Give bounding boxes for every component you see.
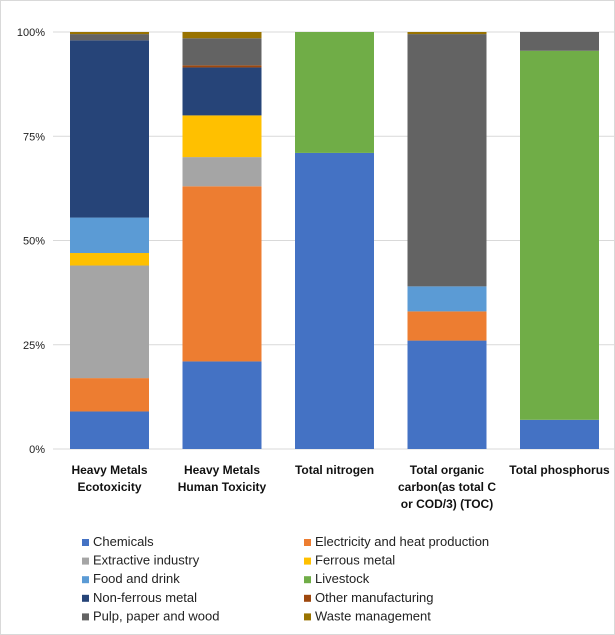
x-category-label: Total organic bbox=[410, 463, 485, 477]
legend-swatch bbox=[82, 557, 89, 565]
x-category-label: Ecotoxicity bbox=[77, 480, 141, 494]
legend-swatch bbox=[82, 576, 89, 584]
bar-segment bbox=[70, 40, 149, 218]
bar-segment bbox=[70, 265, 149, 379]
bar-segment bbox=[70, 217, 149, 254]
legend-label: Non-ferrous metal bbox=[93, 590, 197, 605]
x-category-label: Total phosphorus bbox=[509, 463, 610, 477]
y-tick-label: 75% bbox=[23, 131, 45, 143]
x-category-label: Human Toxicity bbox=[178, 480, 267, 494]
legend: Chemicals Electricity and heat production… bbox=[82, 534, 489, 623]
bar-segment bbox=[70, 32, 149, 35]
legend-swatch bbox=[304, 576, 311, 584]
bar-segment bbox=[182, 157, 262, 187]
bar-segment bbox=[295, 152, 374, 449]
legend-label: Chemicals bbox=[93, 534, 154, 549]
y-axis-ticks: 0% 25% 50% 75% 100% bbox=[17, 27, 45, 456]
bar-segment bbox=[70, 378, 149, 412]
legend-label: Extractive industry bbox=[93, 553, 200, 568]
legend-swatch bbox=[304, 557, 311, 565]
legend-label: Pulp, paper and wood bbox=[93, 608, 219, 623]
legend-label: Ferrous metal bbox=[315, 553, 395, 568]
bar-segment bbox=[182, 361, 262, 449]
bar-segment bbox=[520, 50, 599, 420]
legend-swatch bbox=[304, 594, 311, 602]
x-category-label: Heavy Metals bbox=[184, 463, 260, 477]
bar-segment bbox=[182, 32, 262, 39]
bars bbox=[70, 32, 599, 449]
bar-segment bbox=[520, 32, 599, 51]
legend-label: Food and drink bbox=[93, 571, 180, 586]
bar-segment bbox=[182, 65, 262, 68]
x-axis-categories: Heavy Metals Ecotoxicity Heavy Metals Human… bbox=[71, 463, 610, 511]
y-tick-label: 100% bbox=[17, 27, 45, 39]
bar-segment bbox=[182, 67, 262, 116]
legend-swatch bbox=[82, 539, 89, 546]
x-category-label: Heavy Metals bbox=[71, 463, 147, 477]
legend-swatch bbox=[304, 613, 311, 621]
legend-label: Livestock bbox=[315, 571, 370, 586]
bar-segment bbox=[407, 32, 487, 35]
legend-swatch bbox=[304, 539, 311, 546]
bar-segment bbox=[295, 32, 374, 153]
y-tick-label: 0% bbox=[29, 444, 45, 456]
bar-segment bbox=[70, 34, 149, 41]
y-tick-label: 50% bbox=[23, 236, 45, 248]
bar-segment bbox=[70, 411, 149, 449]
bar-segment bbox=[182, 38, 262, 66]
bar-segment bbox=[407, 286, 487, 312]
y-tick-label: 25% bbox=[23, 340, 45, 352]
bar-segment bbox=[407, 311, 487, 341]
bar-segment bbox=[407, 340, 487, 449]
legend-label: Other manufacturing bbox=[315, 590, 434, 605]
x-category-label: or COD/3) (TOC) bbox=[401, 497, 493, 511]
legend-label: Electricity and heat production bbox=[315, 534, 489, 549]
legend-swatch bbox=[82, 613, 89, 621]
x-category-label: Total nitrogen bbox=[295, 463, 374, 477]
bar-segment bbox=[520, 419, 599, 449]
bar-segment bbox=[70, 253, 149, 266]
legend-swatch bbox=[82, 594, 89, 602]
bar-segment bbox=[182, 115, 262, 158]
legend-label: Waste management bbox=[315, 608, 431, 623]
x-category-label: carbon(as total C bbox=[398, 480, 496, 494]
bar-segment bbox=[407, 34, 487, 287]
bar-segment bbox=[182, 186, 262, 362]
